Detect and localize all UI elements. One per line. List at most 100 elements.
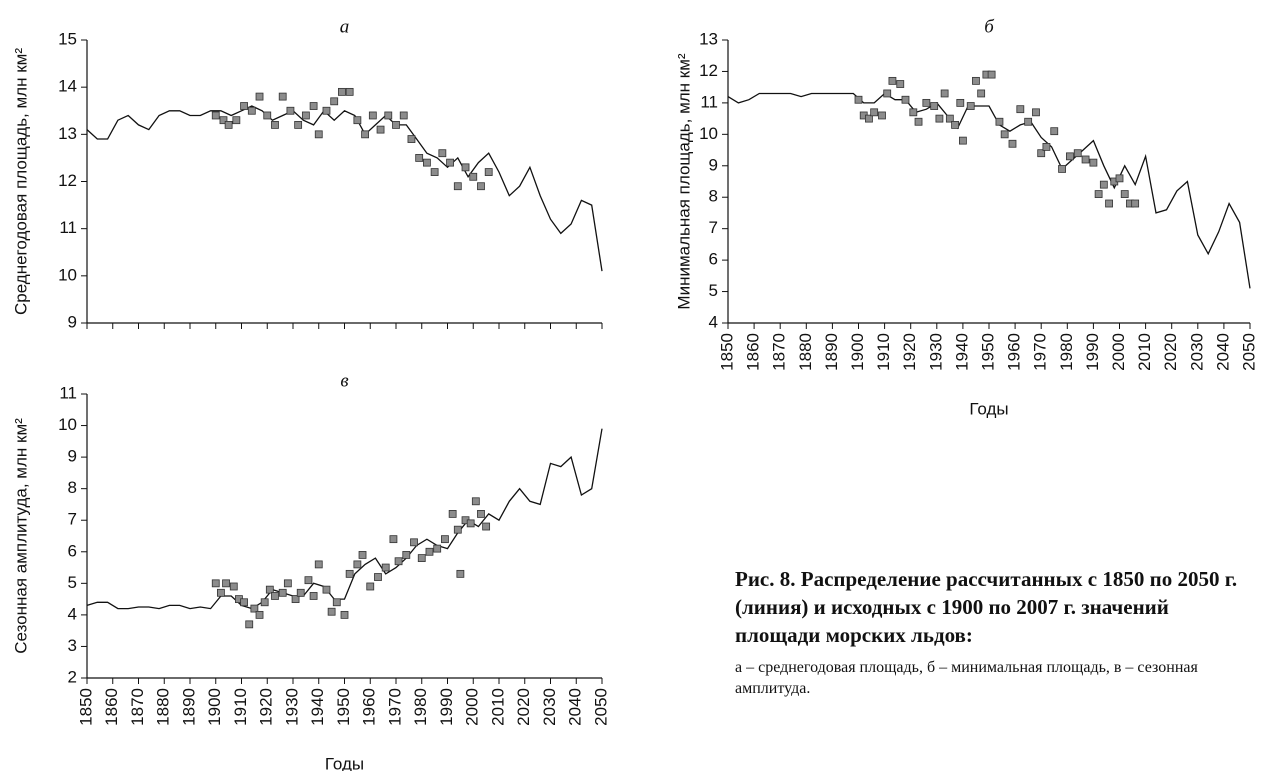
data-point — [438, 149, 447, 158]
x-tick-label: 1900 — [848, 333, 867, 371]
data-point — [446, 158, 454, 167]
data-point — [240, 102, 248, 110]
x-tick-label: 2020 — [1161, 333, 1180, 371]
data-point — [1089, 158, 1098, 167]
data-point — [940, 89, 949, 98]
data-point — [951, 121, 959, 129]
data-point — [322, 106, 331, 115]
data-point — [361, 130, 370, 139]
y-tick-label: 8 — [68, 478, 77, 497]
data-point — [304, 576, 313, 585]
data-point — [366, 582, 375, 591]
data-point — [477, 182, 485, 191]
data-point — [865, 114, 873, 123]
x-tick-label: 1940 — [952, 333, 971, 371]
data-point — [469, 172, 478, 181]
data-point — [353, 116, 362, 125]
caption: Рис. 8. Распределение рассчитанных с 185… — [735, 565, 1255, 699]
data-point — [222, 579, 230, 588]
y-tick-label: 3 — [68, 636, 77, 655]
data-point — [922, 98, 931, 107]
data-point — [211, 579, 220, 588]
data-point — [896, 80, 905, 88]
data-point — [296, 588, 305, 597]
chart-title: б — [984, 16, 995, 37]
data-point — [1120, 190, 1129, 198]
data-point — [930, 102, 939, 110]
data-point — [433, 544, 442, 553]
x-tick-label: 1990 — [437, 688, 456, 726]
y-tick-label: 13 — [58, 124, 77, 143]
x-tick-label: 1980 — [411, 688, 430, 726]
data-point — [456, 569, 465, 578]
x-tick-label: 1880 — [796, 333, 815, 371]
data-point — [314, 130, 323, 139]
data-point — [260, 598, 269, 607]
data-point — [309, 592, 318, 600]
data-point — [309, 102, 318, 110]
panel: 2 3 4 5 6 7 8 9 10 11 1850 1860 1870 1880 1890 1900 1910… — [11, 370, 610, 771]
data-point — [353, 560, 362, 569]
caption-title: Рис. 8. Распределение рассчитанных с 185… — [735, 567, 1238, 647]
data-point — [914, 117, 923, 126]
x-tick-label: 1880 — [154, 688, 173, 726]
x-tick-label: 1890 — [822, 333, 841, 371]
data-point — [995, 117, 1004, 126]
y-tick-label: 14 — [58, 77, 77, 96]
data-point — [441, 535, 449, 544]
data-point — [271, 121, 279, 129]
data-point — [330, 97, 339, 106]
x-tick-label: 1860 — [102, 688, 121, 726]
x-tick-label: 2050 — [591, 688, 610, 726]
data-point — [314, 560, 323, 569]
data-point — [229, 582, 238, 591]
y-tick-label: 4 — [709, 312, 718, 331]
data-point — [255, 610, 264, 619]
data-point — [422, 158, 431, 167]
y-tick-label: 8 — [709, 187, 718, 206]
data-point — [1050, 127, 1059, 136]
panel: 4 5 6 7 8 9 10 11 12 13 1850 1860 1870 1880 1890 1900 19… — [674, 16, 1258, 418]
data-point — [332, 598, 341, 607]
data-point — [471, 497, 480, 506]
data-point — [1081, 155, 1090, 164]
data-point — [216, 588, 225, 597]
x-tick-label: 2040 — [1213, 333, 1232, 371]
data-point — [448, 510, 457, 518]
data-point — [461, 163, 470, 172]
x-tick-label: 2030 — [540, 688, 559, 726]
data-point — [250, 604, 259, 613]
data-point — [381, 563, 390, 572]
data-point — [283, 579, 292, 588]
data-point — [854, 95, 863, 104]
x-tick-label: 1930 — [282, 688, 301, 726]
x-tick-label: 1850 — [76, 688, 95, 726]
y-tick-label: 15 — [58, 29, 77, 48]
data-point — [271, 592, 279, 600]
caption-text: а – среднегодовая площадь, б – минимальн… — [735, 659, 1198, 697]
x-axis-label: Годы — [969, 399, 1008, 418]
data-point — [482, 522, 491, 531]
data-point — [407, 135, 416, 143]
x-tick-label: 1910 — [231, 688, 250, 726]
y-tick-label: 6 — [68, 541, 77, 560]
x-tick-label: 1860 — [744, 333, 763, 371]
data-line — [86, 428, 603, 610]
data-point — [883, 89, 892, 98]
data-point — [1000, 130, 1009, 139]
data-point — [453, 182, 462, 191]
data-point — [389, 535, 398, 544]
data-point — [1058, 165, 1066, 173]
x-tick-label: 1960 — [1005, 333, 1024, 371]
x-tick-label: 1970 — [1031, 333, 1050, 371]
data-point — [453, 525, 462, 534]
y-tick-label: 9 — [68, 312, 77, 331]
panel: 9 10 11 12 13 14 15 Среднегодовая площадь, млн … — [11, 16, 603, 331]
y-axis-label: Минимальная площадь, млн км² — [674, 53, 693, 310]
y-tick-label: 13 — [699, 29, 718, 48]
x-tick-label: 1980 — [1057, 333, 1076, 371]
x-tick-label: 1960 — [360, 688, 379, 726]
x-tick-label: 1920 — [900, 333, 919, 371]
data-point — [987, 70, 996, 79]
data-point — [345, 569, 354, 578]
